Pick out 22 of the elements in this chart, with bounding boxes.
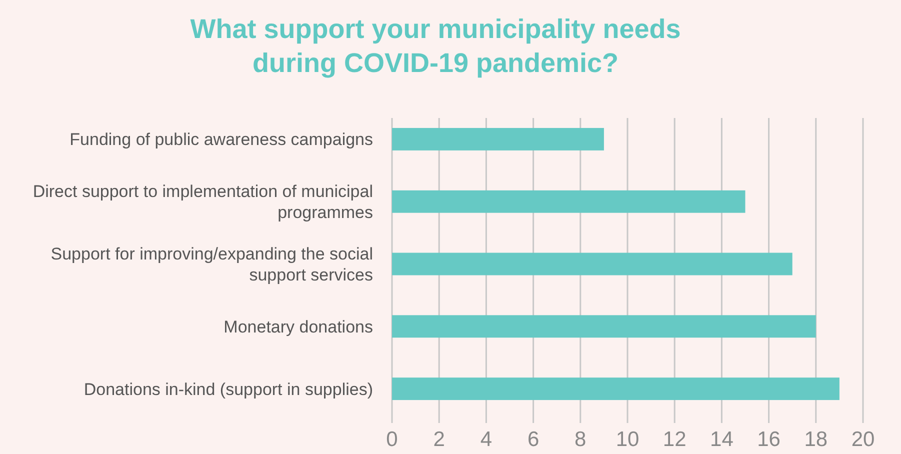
x-tick-label: 2 xyxy=(433,428,445,451)
x-tick-label: 4 xyxy=(480,428,492,451)
x-tick-label: 8 xyxy=(574,428,586,451)
y-tick-label: Monetary donations xyxy=(224,317,373,336)
x-tick-label: 18 xyxy=(804,428,828,451)
x-tick-label: 20 xyxy=(851,428,875,451)
x-tick-label: 16 xyxy=(757,428,780,451)
bar xyxy=(392,190,746,213)
y-tick-label: Donations in-kind (support in supplies) xyxy=(84,380,373,399)
bar xyxy=(392,128,604,150)
bar xyxy=(392,252,792,276)
x-tick-label: 14 xyxy=(710,428,734,451)
bar xyxy=(392,315,816,338)
y-tick-label: Funding of public awareness campaigns xyxy=(70,130,373,150)
x-tick-label: 0 xyxy=(386,428,398,451)
y-tick-label: Direct support to implementation of municipal programmes xyxy=(32,182,373,222)
x-tick-label: 6 xyxy=(527,428,540,451)
x-tick-label: 12 xyxy=(662,428,686,451)
x-tick-label: 10 xyxy=(616,428,640,451)
chart-title: What support your municipality needs during COVID-19 pandemic? xyxy=(190,14,681,78)
y-tick-label: Support for improving/expanding the social support services xyxy=(50,244,373,284)
bar xyxy=(392,378,840,400)
